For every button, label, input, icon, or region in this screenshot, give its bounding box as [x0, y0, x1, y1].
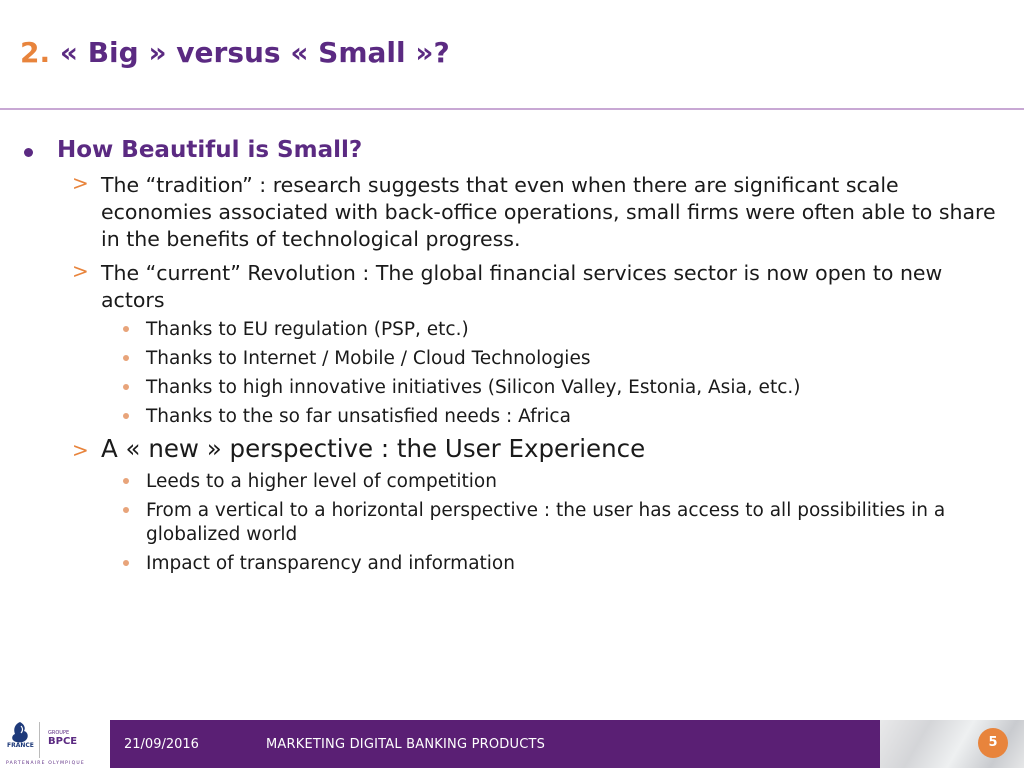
- page-number-badge: 5: [978, 728, 1008, 758]
- sub-point: Thanks to EU regulation (PSP, etc.): [146, 319, 469, 340]
- sub-bullet-dot-icon: [123, 326, 129, 332]
- sub-bullet-dot-icon: [123, 478, 129, 484]
- sub-bullet-dot-icon: [123, 507, 129, 513]
- sub-bullet-dot-icon: [123, 560, 129, 566]
- rooster-logo-icon: [12, 722, 28, 743]
- bpce-logo: BPCE: [48, 736, 78, 747]
- sponsor-logos: FRANCE GROUPE BPCE PARTENAIRE OLYMPIQUE: [0, 712, 110, 768]
- sub-point: Leeds to a higher level of competition: [146, 471, 497, 492]
- bullet-point-tradition: The “tradition” : research suggests that…: [101, 173, 996, 251]
- footer-title: MARKETING DIGITAL BANKING PRODUCTS: [266, 737, 546, 752]
- bullet-dot-icon: [24, 148, 33, 157]
- slide-title: 2. « Big » versus « Small »?: [20, 36, 450, 69]
- chevron-right-icon: >: [72, 259, 89, 283]
- sub-point: Impact of transparency and information: [146, 553, 515, 574]
- sub-bullet-dot-icon: [123, 355, 129, 361]
- sub-point: Thanks to high innovative initiatives (S…: [146, 377, 801, 398]
- slide-title-number: 2.: [20, 36, 51, 69]
- sub-bullet-dot-icon: [123, 413, 129, 419]
- bullet-point-revolution: The “current” Revolution : The global fi…: [101, 261, 943, 312]
- title-divider: [0, 108, 1024, 110]
- sub-point: From a vertical to a horizontal perspect…: [146, 500, 946, 545]
- sub-bullet-dot-icon: [123, 384, 129, 390]
- sub-point: Thanks to Internet / Mobile / Cloud Tech…: [146, 348, 591, 369]
- partner-label: PARTENAIRE OLYMPIQUE: [6, 761, 85, 766]
- footer-date: 21/09/2016: [124, 737, 199, 752]
- france-label: FRANCE: [7, 742, 34, 749]
- logo-separator: [39, 722, 40, 758]
- chevron-right-icon: >: [72, 438, 89, 462]
- footer-bar: 21/09/2016 MARKETING DIGITAL BANKING PRO…: [110, 720, 880, 768]
- groupe-label: GROUPE: [48, 730, 70, 736]
- sub-point: Thanks to the so far unsatisfied needs :…: [146, 406, 571, 427]
- slide-title-text: « Big » versus « Small »?: [59, 36, 450, 69]
- bullet-point-user-experience: A « new » perspective : the User Experie…: [101, 434, 646, 463]
- chevron-right-icon: >: [72, 171, 89, 195]
- section-heading: How Beautiful is Small?: [57, 137, 363, 163]
